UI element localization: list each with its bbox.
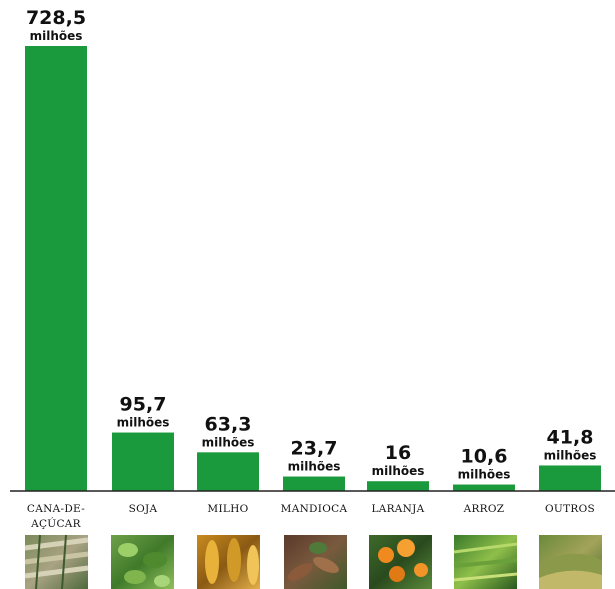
category-label-5: ARROZ bbox=[463, 503, 505, 515]
category-label-2: MILHO bbox=[207, 503, 248, 515]
category-label-6: OUTROS bbox=[545, 503, 595, 515]
bar-4 bbox=[367, 481, 429, 491]
cassava-photo bbox=[284, 535, 347, 589]
bar-5 bbox=[453, 484, 515, 491]
bars-group bbox=[25, 46, 601, 491]
category-label-4: LARANJA bbox=[371, 503, 424, 515]
soybean-photo bbox=[111, 535, 174, 589]
other-crops-photo bbox=[539, 535, 602, 589]
rice-photo bbox=[453, 535, 518, 589]
unit-label-2: milhões bbox=[202, 435, 255, 449]
corn-photo bbox=[197, 535, 260, 589]
bar-2 bbox=[197, 452, 259, 491]
unit-label-6: milhões bbox=[544, 448, 597, 462]
category-label-0-line-0: CANA-DE- bbox=[27, 503, 85, 515]
unit-label-1: milhões bbox=[117, 416, 170, 430]
bar-6 bbox=[539, 465, 601, 491]
bar-0 bbox=[25, 46, 87, 491]
crop-photos-group bbox=[24, 534, 602, 589]
value-label-5: 10,6 bbox=[461, 446, 508, 468]
unit-label-5: milhões bbox=[458, 468, 511, 482]
value-label-3: 23,7 bbox=[291, 438, 338, 460]
sugarcane-photo bbox=[24, 534, 89, 589]
category-label-0-line-1: AÇÚCAR bbox=[30, 516, 82, 530]
value-label-0: 728,5 bbox=[26, 7, 86, 29]
bar-3 bbox=[283, 476, 345, 491]
value-label-6: 41,8 bbox=[547, 426, 594, 448]
category-label-1: SOJA bbox=[129, 503, 158, 515]
category-labels-group: CANA-DE-AÇÚCAR SOJA MILHO MANDIOCA LARANJA AR… bbox=[27, 503, 595, 530]
value-label-4: 16 bbox=[385, 442, 411, 464]
orange-photo bbox=[369, 535, 432, 589]
unit-label-0: milhões bbox=[30, 29, 83, 43]
unit-label-4: milhões bbox=[372, 464, 425, 478]
bar-1 bbox=[112, 432, 174, 491]
category-label-3: MANDIOCA bbox=[281, 503, 348, 515]
value-label-2: 63,3 bbox=[205, 413, 252, 435]
value-label-1: 95,7 bbox=[120, 394, 167, 416]
unit-label-3: milhões bbox=[288, 460, 341, 474]
